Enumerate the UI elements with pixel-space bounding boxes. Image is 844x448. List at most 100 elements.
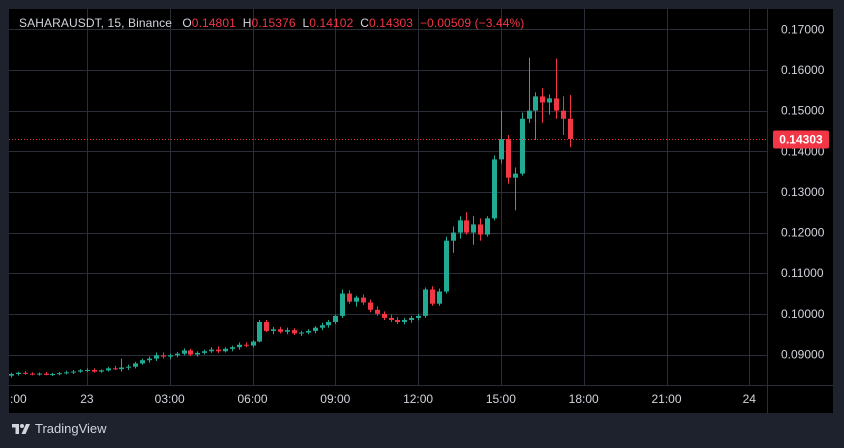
candle-body — [126, 366, 131, 368]
candle-body — [368, 302, 373, 310]
candle-body — [44, 373, 49, 375]
candle-body — [326, 321, 331, 326]
legend-change: −0.00509 (−3.44%) — [419, 16, 525, 30]
legend-open-value: 0.14801 — [191, 16, 236, 30]
candle-body — [237, 344, 242, 348]
candle-body — [85, 369, 90, 371]
x-tick-label: 23 — [80, 392, 94, 406]
legend-close-value: 0.14303 — [369, 16, 414, 30]
candle-body — [161, 355, 166, 357]
candle-body — [554, 98, 559, 111]
x-tick-label: :00 — [10, 392, 27, 406]
candle-body — [119, 367, 124, 370]
x-tick-label: 12:00 — [403, 392, 433, 406]
candle-body — [299, 332, 304, 334]
candle-body — [292, 330, 297, 334]
candle-body — [202, 351, 207, 353]
y-tick-label: 0.09000 — [781, 348, 825, 362]
candle-body — [471, 224, 476, 233]
last-price-label: 0.14303 — [779, 133, 823, 147]
candle-body — [464, 220, 469, 233]
candlestick-chart[interactable]: 0.090000.100000.110000.120000.130000.140… — [9, 9, 833, 413]
legend-low-value: 0.14102 — [309, 16, 354, 30]
y-tick-label: 0.17000 — [781, 22, 825, 36]
candle-body — [382, 313, 387, 318]
candle-body — [568, 118, 573, 140]
candle-body — [154, 355, 159, 359]
candle-body — [106, 368, 111, 371]
legend-open-label: O — [182, 16, 192, 30]
candle-body — [333, 315, 338, 322]
legend-high-value: 0.15376 — [251, 16, 296, 30]
candle-body — [430, 289, 435, 304]
x-tick-label: 24 — [743, 392, 757, 406]
candle-body — [216, 349, 221, 352]
candle-body — [57, 373, 62, 375]
candle-body — [458, 220, 463, 233]
candle-body — [182, 350, 187, 354]
candle-body — [499, 139, 504, 160]
candle-body — [527, 110, 532, 119]
candle-body — [506, 139, 511, 178]
candle-body — [113, 368, 118, 370]
candle-body — [354, 297, 359, 302]
candle-body — [50, 374, 55, 376]
candle-body — [547, 98, 552, 103]
last-price-tag — [773, 130, 829, 149]
candle-body — [520, 118, 525, 174]
y-tick-label: 0.13000 — [781, 185, 825, 199]
candle-body — [71, 371, 76, 373]
candle-body — [23, 372, 28, 374]
candle-body — [402, 319, 407, 322]
candle-body — [540, 96, 545, 103]
candle-body — [444, 240, 449, 292]
candle-body — [99, 370, 104, 372]
tradingview-logo-icon — [12, 423, 30, 434]
candle-body — [485, 218, 490, 235]
x-tick-label: 21:00 — [651, 392, 681, 406]
x-tick-label: 09:00 — [320, 392, 350, 406]
candle-body — [437, 291, 442, 304]
candle-body — [340, 293, 345, 316]
candle-body — [37, 373, 42, 375]
candle-body — [30, 373, 35, 375]
candle-body — [64, 372, 69, 374]
candle-body — [230, 347, 235, 349]
candle-body — [140, 360, 145, 364]
y-tick-label: 0.16000 — [781, 63, 825, 77]
candle-body — [188, 350, 193, 355]
candle-body — [320, 325, 325, 328]
candle-body — [375, 309, 380, 314]
candle-body — [175, 353, 180, 356]
legend-low-label: L — [302, 16, 310, 30]
candle-body — [389, 317, 394, 320]
y-tick-label: 0.11000 — [781, 266, 824, 280]
candle-body — [251, 341, 256, 346]
candle-body — [223, 348, 228, 352]
y-tick-label: 0.15000 — [781, 104, 825, 118]
x-tick-label: 03:00 — [155, 392, 185, 406]
candle-body — [209, 349, 214, 352]
candle-body — [16, 372, 21, 375]
legend-high-label: H — [242, 16, 252, 30]
tradingview-brand[interactable]: TradingView — [12, 421, 107, 436]
candle-body — [257, 321, 262, 342]
candle-body — [361, 297, 366, 303]
candle-body — [533, 96, 538, 111]
candle-body — [133, 363, 138, 367]
candle-body — [9, 374, 14, 376]
ohlc-legend: SAHARAUSDT, 15, Binance O0.14801 H0.1537… — [19, 16, 524, 30]
y-tick-label: 0.12000 — [781, 226, 825, 240]
candle-body — [278, 329, 283, 332]
candle-body — [561, 110, 566, 119]
candle-body — [313, 327, 318, 331]
legend-symbol: SAHARAUSDT, 15, Binance — [19, 16, 173, 30]
chart-panel[interactable]: 0.09000 0.10000 0.11000 0.12000 0.13000 0.140… — [9, 9, 833, 413]
candle-body — [478, 224, 483, 235]
candle-body — [451, 232, 456, 241]
candle-body — [168, 355, 173, 357]
candle-body — [409, 317, 414, 320]
candle-body — [513, 173, 518, 178]
candle-body — [416, 315, 421, 318]
candle-body — [271, 329, 276, 331]
